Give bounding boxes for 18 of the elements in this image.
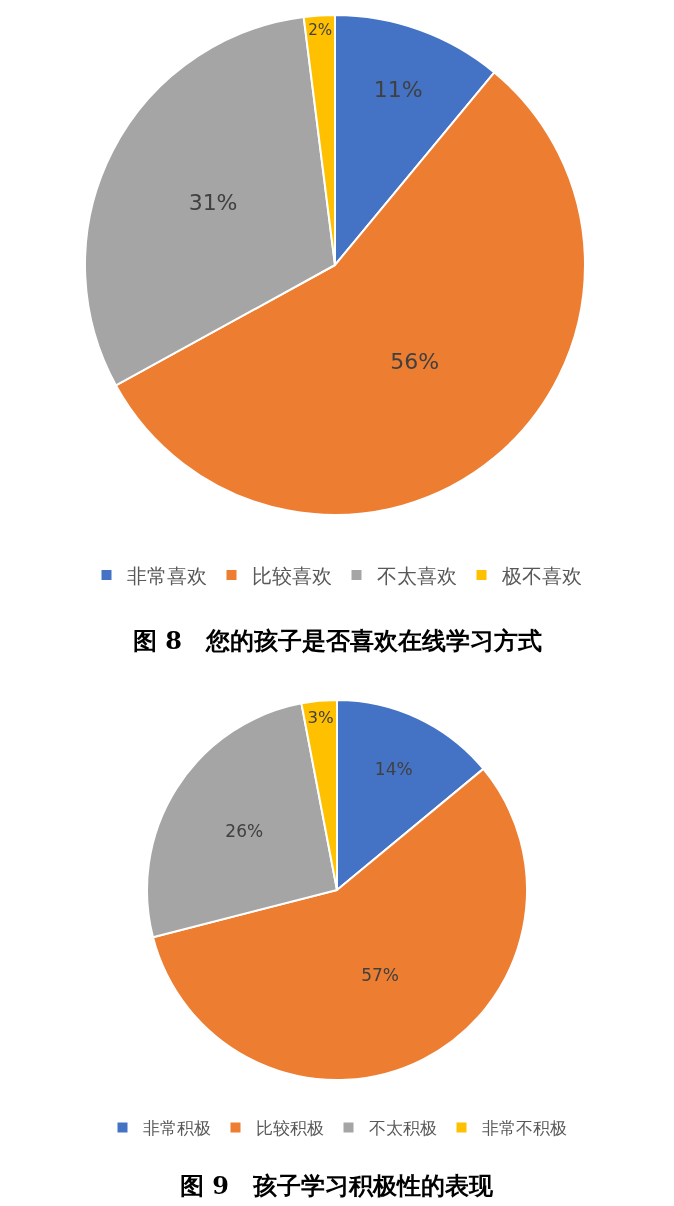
data-label: 14% bbox=[374, 759, 413, 780]
data-label: 3% bbox=[307, 707, 334, 727]
legend-label: 不太喜欢 bbox=[376, 563, 457, 588]
legend-label: 极不喜欢 bbox=[500, 563, 582, 588]
data-label: 2% bbox=[308, 21, 333, 40]
legend-label: 比较喜欢 bbox=[251, 563, 332, 588]
legend-label: 比较积极 bbox=[255, 1118, 324, 1139]
data-label: 26% bbox=[225, 821, 264, 842]
text: 图 8 您的孩子是否喜欢在线学习方式 bbox=[133, 626, 543, 655]
legend-label: 不太积极 bbox=[368, 1118, 437, 1139]
legend-label: 非常不积极 bbox=[481, 1118, 567, 1139]
legend-label: 非常喜欢 bbox=[126, 563, 207, 588]
text: 图 9 孩子学习积极性的表现 bbox=[180, 1171, 495, 1200]
data-label: 57% bbox=[361, 964, 400, 985]
data-label: 56% bbox=[390, 348, 440, 374]
legend-label: 非常积极 bbox=[142, 1118, 211, 1139]
data-label: 31% bbox=[188, 190, 238, 216]
data-label: 11% bbox=[373, 76, 423, 102]
